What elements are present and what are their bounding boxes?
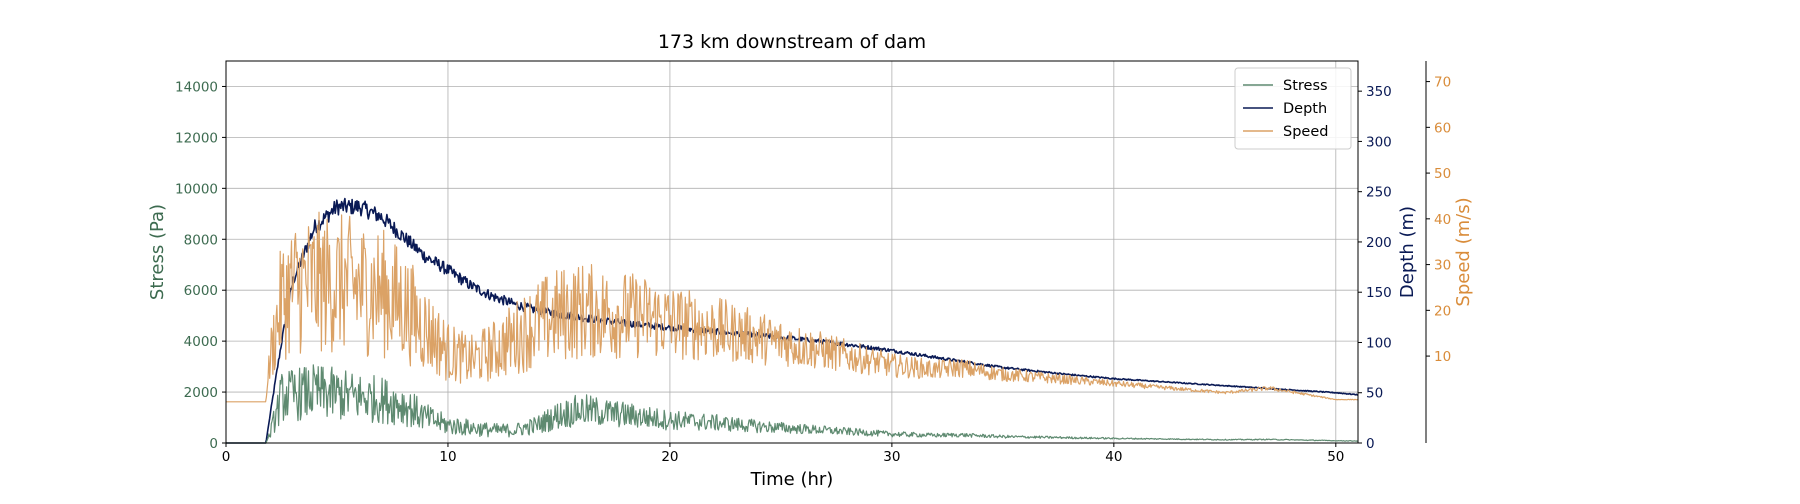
legend-label-depth: Depth xyxy=(1283,101,1327,117)
speed-tick-label: 10 xyxy=(1434,349,1451,365)
x-tick-label: 40 xyxy=(1105,449,1122,465)
stress-axis-title: Stress (Pa) xyxy=(147,204,168,300)
speed-tick-label: 50 xyxy=(1434,166,1451,182)
chart-title: 173 km downstream of dam xyxy=(658,31,926,53)
grid xyxy=(225,61,1358,444)
stress-tick-label: 4000 xyxy=(184,334,218,350)
legend-label-speed: Speed xyxy=(1283,124,1328,140)
depth-tick-label: 250 xyxy=(1366,185,1392,201)
series-line-speed xyxy=(226,211,1359,403)
stress-tick-label: 2000 xyxy=(184,385,218,401)
speed-tick-label: 30 xyxy=(1434,258,1451,274)
x-tick-label: 50 xyxy=(1327,449,1344,465)
axes-layer: 0 10 20 30 40 5002000400060008000100001200014… xyxy=(147,61,1474,465)
stress-tick-label: 10000 xyxy=(175,181,218,197)
stress-tick-label: 12000 xyxy=(175,130,218,146)
stress-tick-label: 14000 xyxy=(175,79,218,95)
speed-axis-title: Speed (m/s) xyxy=(1453,197,1474,306)
depth-tick-label: 350 xyxy=(1366,84,1392,100)
speed-tick-label: 70 xyxy=(1434,75,1451,91)
speed-tick-label: 60 xyxy=(1434,120,1451,136)
stress-tick-label: 6000 xyxy=(184,283,218,299)
speed-tick-label: 40 xyxy=(1434,212,1451,228)
speed-tick-label: 20 xyxy=(1434,303,1451,319)
depth-tick-label: 150 xyxy=(1366,285,1392,301)
stress-tick-label: 8000 xyxy=(184,232,218,248)
depth-tick-label: 0 xyxy=(1366,436,1375,452)
legend-box xyxy=(1234,67,1352,150)
depth-tick-label: 50 xyxy=(1366,386,1383,402)
stress-tick-label: 0 xyxy=(209,436,218,452)
depth-tick-label: 300 xyxy=(1366,134,1392,150)
x-tick-label: 20 xyxy=(661,449,678,465)
depth-axis-title: Depth (m) xyxy=(1397,206,1418,298)
x-tick-label: 30 xyxy=(883,449,900,465)
depth-tick-label: 200 xyxy=(1366,235,1392,251)
x-tick-label: 10 xyxy=(439,449,456,465)
plot-frame xyxy=(225,60,1359,444)
legend-label-stress: Stress xyxy=(1283,78,1328,94)
x-axis-title: Time (hr) xyxy=(750,469,834,490)
x-tick-label: 0 xyxy=(222,449,231,465)
depth-tick-label: 100 xyxy=(1366,335,1392,351)
series-line-stress xyxy=(226,364,1359,444)
series-layer xyxy=(226,197,1359,444)
legend: Stress Depth Speed xyxy=(1234,67,1352,150)
